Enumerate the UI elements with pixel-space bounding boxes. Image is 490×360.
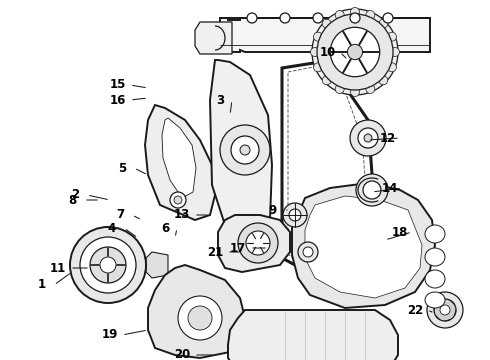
Text: 20: 20	[174, 348, 190, 360]
Polygon shape	[148, 265, 245, 358]
Text: 17: 17	[230, 242, 246, 255]
Text: 8: 8	[68, 194, 76, 207]
Text: 14: 14	[382, 181, 398, 194]
Polygon shape	[148, 265, 245, 358]
Circle shape	[220, 125, 270, 175]
Text: 3: 3	[216, 94, 224, 107]
Circle shape	[231, 136, 259, 164]
Circle shape	[356, 174, 388, 206]
Text: 12: 12	[380, 131, 396, 144]
Circle shape	[90, 247, 126, 283]
Polygon shape	[218, 215, 290, 272]
Polygon shape	[305, 196, 422, 298]
Circle shape	[350, 13, 360, 23]
Text: 21: 21	[207, 246, 223, 258]
Text: 1: 1	[38, 279, 46, 292]
Circle shape	[238, 223, 278, 263]
Circle shape	[280, 13, 290, 23]
Circle shape	[314, 63, 322, 72]
Polygon shape	[145, 105, 215, 220]
Circle shape	[80, 237, 136, 293]
Polygon shape	[145, 105, 215, 220]
Circle shape	[174, 196, 182, 204]
Text: 10: 10	[320, 45, 336, 58]
Polygon shape	[225, 20, 425, 44]
Circle shape	[247, 13, 257, 23]
Circle shape	[391, 48, 399, 57]
Polygon shape	[292, 183, 435, 308]
Circle shape	[335, 85, 344, 94]
Circle shape	[379, 19, 388, 28]
Circle shape	[335, 10, 344, 19]
Polygon shape	[218, 215, 290, 272]
Polygon shape	[146, 252, 168, 278]
Circle shape	[188, 306, 212, 330]
Polygon shape	[225, 20, 425, 44]
Circle shape	[322, 19, 331, 28]
Text: 15: 15	[110, 78, 126, 91]
Circle shape	[317, 14, 393, 90]
Ellipse shape	[425, 292, 445, 308]
Text: 18: 18	[392, 225, 408, 238]
Text: 4: 4	[108, 221, 116, 234]
Text: 2: 2	[71, 189, 79, 202]
Polygon shape	[228, 310, 398, 360]
Text: 16: 16	[110, 94, 126, 107]
Circle shape	[434, 299, 456, 321]
Circle shape	[246, 231, 270, 255]
Circle shape	[100, 257, 116, 273]
Polygon shape	[162, 118, 196, 198]
Circle shape	[383, 13, 393, 23]
Circle shape	[364, 134, 372, 142]
Text: 5: 5	[118, 162, 126, 175]
Circle shape	[350, 120, 386, 156]
Ellipse shape	[425, 248, 445, 266]
Polygon shape	[218, 215, 290, 272]
Text: 11: 11	[50, 261, 66, 274]
Circle shape	[440, 305, 450, 315]
Circle shape	[388, 32, 396, 41]
Circle shape	[322, 76, 331, 85]
Circle shape	[70, 227, 146, 303]
Polygon shape	[292, 183, 435, 308]
Circle shape	[298, 242, 318, 262]
Circle shape	[330, 27, 380, 77]
Circle shape	[240, 145, 250, 155]
Text: 6: 6	[161, 221, 169, 234]
Circle shape	[312, 9, 398, 95]
Polygon shape	[195, 22, 232, 54]
Circle shape	[366, 85, 375, 94]
Ellipse shape	[425, 270, 445, 288]
Circle shape	[363, 181, 381, 199]
Text: 7: 7	[116, 208, 124, 221]
Circle shape	[347, 44, 363, 60]
Circle shape	[283, 203, 307, 227]
Circle shape	[311, 48, 319, 57]
Circle shape	[350, 87, 360, 96]
Text: 13: 13	[174, 208, 190, 221]
Circle shape	[350, 8, 360, 17]
Circle shape	[170, 192, 186, 208]
Circle shape	[427, 292, 463, 328]
Circle shape	[366, 10, 375, 19]
Text: 19: 19	[102, 328, 118, 342]
Polygon shape	[145, 105, 215, 220]
Text: 9: 9	[268, 203, 276, 216]
Circle shape	[314, 32, 322, 41]
Circle shape	[313, 13, 323, 23]
Circle shape	[178, 296, 222, 340]
Polygon shape	[292, 183, 435, 308]
Circle shape	[388, 63, 396, 72]
Circle shape	[303, 247, 313, 257]
Polygon shape	[210, 60, 272, 240]
Ellipse shape	[425, 225, 445, 243]
Polygon shape	[282, 62, 372, 265]
Text: 22: 22	[407, 303, 423, 316]
Polygon shape	[220, 18, 430, 52]
Circle shape	[379, 76, 388, 85]
Polygon shape	[148, 265, 245, 358]
Circle shape	[358, 128, 378, 148]
Circle shape	[289, 209, 301, 221]
